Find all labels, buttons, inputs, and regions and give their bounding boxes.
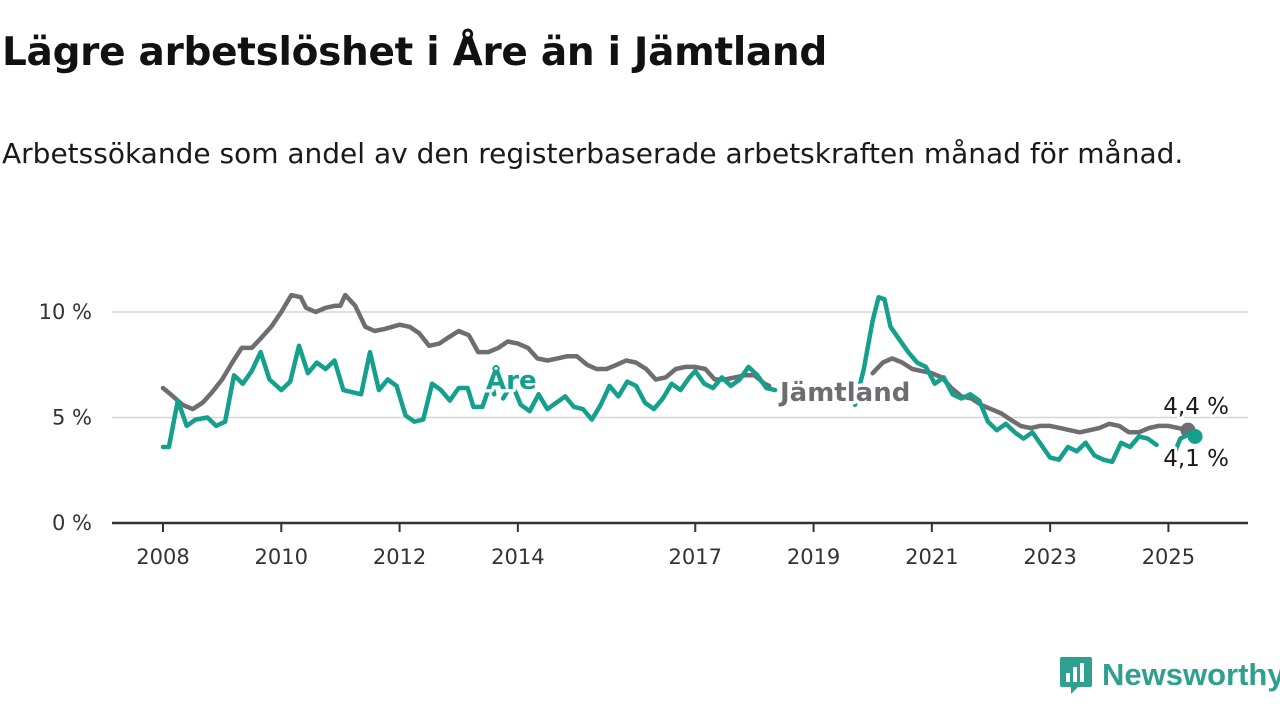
grid-lines xyxy=(112,311,1248,419)
y-tick-label: 10 % xyxy=(39,300,92,324)
newsworthy-logo-icon xyxy=(1060,657,1092,694)
brand-name: Newsworthy xyxy=(1102,657,1280,692)
x-tick-label: 2017 xyxy=(669,545,722,569)
series-line-0-segment-0 xyxy=(160,292,772,412)
x-tick-label: 2010 xyxy=(255,545,308,569)
series-name-label-jamtland: Jämtland xyxy=(778,378,910,408)
series-name-label-are: Åre xyxy=(486,364,537,396)
x-tick-label: 2008 xyxy=(136,545,189,569)
y-tick-label: 5 % xyxy=(52,406,92,430)
series-lines xyxy=(160,292,1203,465)
labels: Åre Jämtland 4,4 % 4,1 % xyxy=(483,361,1233,476)
end-value-label-are: 4,1 % xyxy=(1163,446,1229,472)
x-tick-label: 2021 xyxy=(905,545,958,569)
chart-subtitle: Arbetssökande som andel av den registerb… xyxy=(2,137,1184,170)
axes: 0 % 5 % 10 % 2008 2010 2012 2014 2017 2019 2021 20… xyxy=(39,300,1248,569)
end-value-label-jamtland: 4,4 % xyxy=(1163,394,1229,420)
x-tick-label: 2023 xyxy=(1023,545,1076,569)
x-tick-label: 2012 xyxy=(373,545,426,569)
series-line-1-segment-0 xyxy=(160,343,497,450)
series-line-0-segment-1 xyxy=(870,356,1191,435)
y-tick-label: 0 % xyxy=(52,511,92,535)
x-tick-label: 2014 xyxy=(491,545,544,569)
x-tick-label: 2025 xyxy=(1142,545,1195,569)
x-tick-label: 2019 xyxy=(787,545,840,569)
series-line-1-segment-2 xyxy=(852,294,1159,465)
series-end-dot-1 xyxy=(1187,428,1203,444)
chart-title: Lägre arbetslöshet i Åre än i Jämtland xyxy=(2,30,828,75)
series-line-1-segment-1 xyxy=(500,364,778,422)
brand-logo: Newsworthy xyxy=(1058,655,1280,695)
